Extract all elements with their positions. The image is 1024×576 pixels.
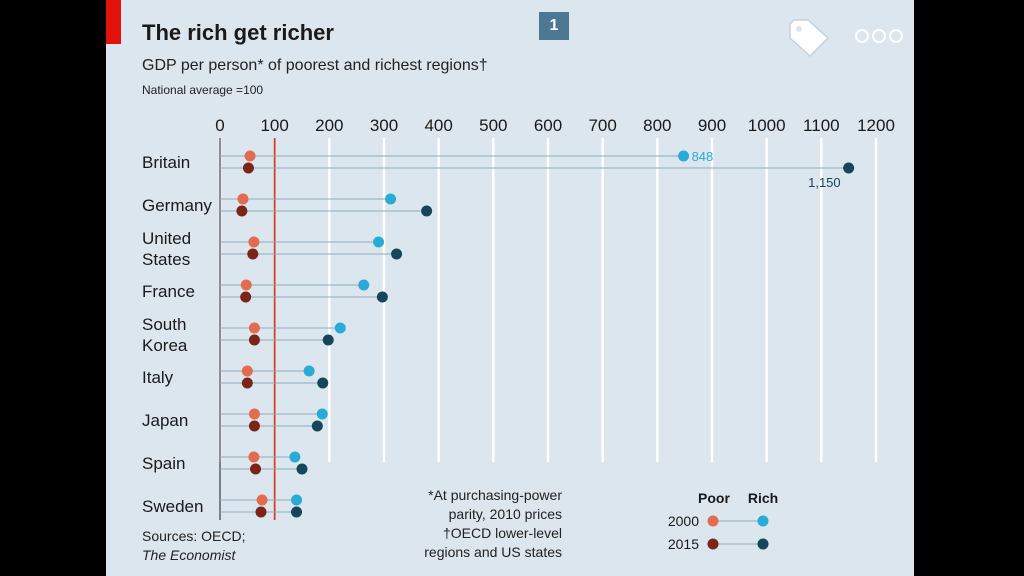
dot-poor-2015-8 <box>255 506 267 518</box>
x-tick-label-200: 200 <box>315 116 343 135</box>
sources-line-2: The Economist <box>142 547 236 563</box>
dot-poor-2015-1 <box>236 205 248 217</box>
dot-poor-2015-3 <box>240 291 252 303</box>
x-tick-label-300: 300 <box>370 116 398 135</box>
dot-poor-2000-0 <box>244 150 256 162</box>
dot-poor-2000-7 <box>248 451 260 463</box>
legend-header-poor: Poor <box>698 490 730 506</box>
dot-poor-2000-1 <box>237 193 249 205</box>
data-label-britain-rich-2015: 1,150 <box>808 175 841 190</box>
dot-rich-2000-3 <box>358 279 370 291</box>
dot-rich-2015-5 <box>317 377 329 389</box>
x-tick-label-900: 900 <box>698 116 726 135</box>
dot-rich-2015-3 <box>376 291 388 303</box>
dot-poor-2000-4 <box>248 322 260 334</box>
dot-rich-2000-2 <box>373 236 385 248</box>
sources-note: Sources: OECD; The Economist <box>142 527 245 565</box>
dot-rich-2000-0 <box>678 150 690 162</box>
brand-red-bar <box>106 0 121 44</box>
legend-header-rich: Rich <box>748 490 778 506</box>
legend-dot-poor-2000 <box>707 515 719 527</box>
dot-poor-2015-2 <box>247 248 259 260</box>
dot-chart: 0 100 200 300 400 500 600 700 800 900 1000 1100 1200… <box>142 116 895 552</box>
dot-rich-2015-1 <box>421 205 433 217</box>
sources-line-1: Sources: OECD; <box>142 528 246 544</box>
dot-poor-2015-7 <box>250 463 262 475</box>
x-tick-label-0: 0 <box>215 116 224 135</box>
x-tick-label-500: 500 <box>479 116 507 135</box>
category-label-5: Italy <box>142 368 174 387</box>
dot-rich-2000-7 <box>289 451 301 463</box>
dot-rich-2015-2 <box>391 248 403 260</box>
category-label-0: Britain <box>142 153 190 172</box>
category-label-1: Germany <box>142 196 212 215</box>
legend-dot-rich-2000 <box>757 515 769 527</box>
dot-rich-2015-6 <box>311 420 323 432</box>
x-tick-label-600: 600 <box>534 116 562 135</box>
category-label-8: Sweden <box>142 497 203 516</box>
category-label-4: South Korea <box>142 315 188 355</box>
footnote-line-2: parity, 2010 prices <box>448 506 562 522</box>
x-tick-label-800: 800 <box>643 116 671 135</box>
x-tick-label-1200: 1200 <box>857 116 895 135</box>
x-tick-label-100: 100 <box>260 116 288 135</box>
legend-row-label-2000: 2000 <box>668 513 699 529</box>
dot-poor-2015-5 <box>241 377 253 389</box>
dot-poor-2000-6 <box>248 408 260 420</box>
dot-poor-2015-4 <box>248 334 260 346</box>
chart-panel: The rich get richer GDP per person* of p… <box>106 0 914 576</box>
more-options-icon[interactable] <box>854 28 904 44</box>
footnote-line-1: *At purchasing-power <box>428 487 562 503</box>
category-label-3: France <box>142 282 195 301</box>
x-tick-label-700: 700 <box>588 116 616 135</box>
x-tick-label-1100: 1100 <box>803 116 840 135</box>
dot-rich-2015-4 <box>322 334 334 346</box>
dot-rich-2000-1 <box>385 193 397 205</box>
dot-poor-2015-6 <box>248 420 260 432</box>
dot-rich-2000-8 <box>291 494 303 506</box>
legend-dot-poor-2015 <box>707 538 719 550</box>
tag-icon[interactable] <box>786 16 832 60</box>
dot-poor-2000-2 <box>248 236 260 248</box>
dot-rich-2015-0 <box>843 162 855 174</box>
dot-poor-2000-3 <box>240 279 252 291</box>
footnotes: *At purchasing-power parity, 2010 prices… <box>396 486 562 562</box>
category-label-6: Japan <box>142 411 188 430</box>
x-tick-label-400: 400 <box>424 116 452 135</box>
dot-rich-2000-6 <box>316 408 328 420</box>
chart-note: National average =100 <box>142 83 264 97</box>
legend-dot-rich-2015 <box>757 538 769 550</box>
footnote-line-4: regions and US states <box>424 544 562 560</box>
chart-title: The rich get richer <box>142 20 334 45</box>
data-label-britain-rich-2000: 848 <box>692 149 714 164</box>
footnote-line-3: †OECD lower-level <box>442 525 562 541</box>
x-tick-label-1000: 1000 <box>748 116 786 135</box>
category-label-7: Spain <box>142 454 185 473</box>
page-number-badge[interactable]: 1 <box>539 12 569 40</box>
legend-row-label-2015: 2015 <box>668 536 699 552</box>
dot-poor-2000-5 <box>241 365 253 377</box>
dot-rich-2000-5 <box>303 365 315 377</box>
dot-rich-2000-4 <box>334 322 346 334</box>
dot-rich-2015-7 <box>296 463 308 475</box>
dot-poor-2000-8 <box>256 494 268 506</box>
category-label-2: United States <box>142 229 191 269</box>
dot-poor-2015-0 <box>242 162 254 174</box>
dot-rich-2015-8 <box>291 506 303 518</box>
chart-subtitle: GDP per person* of poorest and richest r… <box>142 57 488 74</box>
